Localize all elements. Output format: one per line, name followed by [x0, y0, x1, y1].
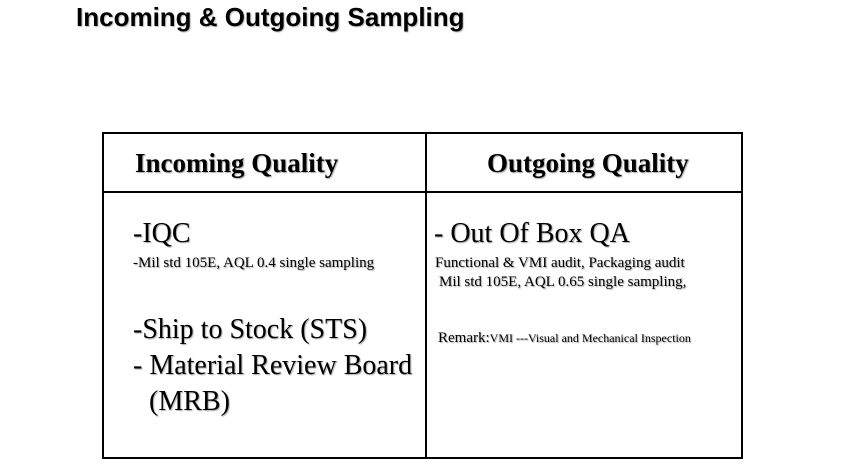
sts-item: -Ship to Stock (STS)	[133, 314, 368, 345]
remark: Remark:VMI ---Visual and Mechanical Insp…	[438, 329, 691, 347]
iqc-detail: -Mil std 105E, AQL 0.4 single sampling	[133, 255, 375, 271]
oob-item: - Out Of Box QA	[434, 218, 630, 249]
oob-detail-2: Mil std 105E, AQL 0.65 single sampling,	[439, 274, 687, 290]
header-divider	[104, 191, 741, 193]
outgoing-header: Outgoing Quality	[487, 148, 689, 178]
remark-label: Remark:	[438, 330, 490, 346]
sampling-table: Incoming Quality Outgoing Quality -IQC -…	[102, 132, 743, 459]
slide-title: Incoming & Outgoing Sampling	[76, 2, 465, 32]
mrb-item: - Material Review Board	[133, 350, 413, 381]
column-divider	[425, 134, 427, 457]
iqc-item: -IQC	[133, 218, 191, 249]
oob-detail-1: Functional & VMI audit, Packaging audit	[435, 255, 685, 271]
incoming-header: Incoming Quality	[135, 148, 339, 178]
mrb-item-abbr: (MRB)	[149, 386, 230, 417]
remark-text: VMI ---Visual and Mechanical Inspection	[489, 331, 691, 345]
